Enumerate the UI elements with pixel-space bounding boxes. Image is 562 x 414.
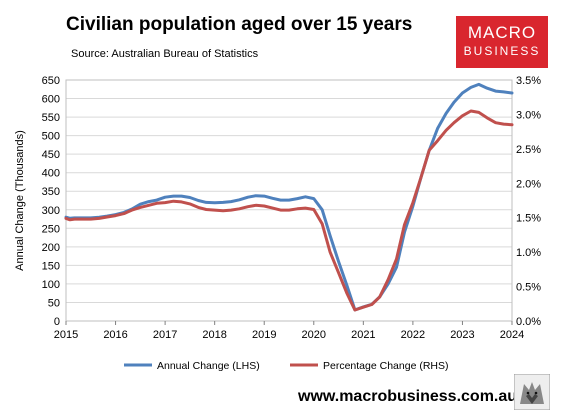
y-left-tick-label: 600 bbox=[42, 94, 60, 106]
y-left-tick-label: 550 bbox=[42, 112, 60, 124]
x-tick-label: 2020 bbox=[302, 329, 326, 341]
plot-frame bbox=[65, 79, 513, 322]
y-left-tick-label: 400 bbox=[42, 168, 60, 180]
x-tick-label: 2021 bbox=[351, 329, 375, 341]
y-left-tick-label: 50 bbox=[48, 297, 60, 309]
annual-change-line bbox=[64, 82, 514, 312]
chart-source: Source: Australian Bureau of Statistics bbox=[71, 48, 259, 60]
y-right-tick-label: 0.0% bbox=[516, 316, 541, 328]
y-right-tick-label: 3.5% bbox=[516, 75, 541, 87]
y-right-tick-label: 3.0% bbox=[516, 109, 541, 121]
x-tick-label: 2016 bbox=[103, 329, 127, 341]
y-left-tick-label: 650 bbox=[42, 75, 60, 87]
y-left-tick-label: 500 bbox=[42, 131, 60, 143]
y-left-tick-label: 200 bbox=[42, 242, 60, 254]
y-left-tick-label: 150 bbox=[42, 260, 60, 272]
y-left-tick-label: 0 bbox=[54, 316, 60, 328]
y-right-tick-label: 2.5% bbox=[516, 144, 541, 156]
y-left-tick-label: 350 bbox=[42, 186, 60, 198]
x-tick-label: 2022 bbox=[401, 329, 425, 341]
logo-line-1: MACRO bbox=[467, 23, 537, 42]
y-right-tick-label: 1.0% bbox=[516, 247, 541, 259]
percentage-change-line bbox=[64, 109, 514, 312]
x-tick-label: 2015 bbox=[54, 329, 78, 341]
footer-url: www.macrobusiness.com.au bbox=[298, 388, 518, 405]
wolf-icon bbox=[514, 374, 550, 410]
x-tick-label: 2023 bbox=[450, 329, 474, 341]
logo-line-2: BUSINESS bbox=[463, 44, 541, 58]
x-tick-label: 2017 bbox=[153, 329, 177, 341]
x-tick-label: 2019 bbox=[252, 329, 276, 341]
y-axis-title: Annual Change (Thousands) bbox=[14, 130, 26, 271]
chart-title: Civilian population aged over 15 years bbox=[66, 14, 413, 35]
y-left-tick-label: 100 bbox=[42, 279, 60, 291]
legend-label: Percentage Change (RHS) bbox=[323, 360, 448, 372]
y-left-tick-label: 450 bbox=[42, 149, 60, 161]
x-tick-label: 2018 bbox=[202, 329, 226, 341]
y-right-tick-label: 0.5% bbox=[516, 282, 541, 294]
x-tick-label: 2024 bbox=[500, 329, 524, 341]
y-left-tick-label: 300 bbox=[42, 205, 60, 217]
y-right-tick-label: 2.0% bbox=[516, 178, 541, 190]
macro-business-logo: MACRO BUSINESS bbox=[456, 16, 548, 68]
y-left-tick-label: 250 bbox=[42, 223, 60, 235]
legend-label: Annual Change (LHS) bbox=[157, 360, 260, 372]
y-right-tick-label: 1.5% bbox=[516, 213, 541, 225]
